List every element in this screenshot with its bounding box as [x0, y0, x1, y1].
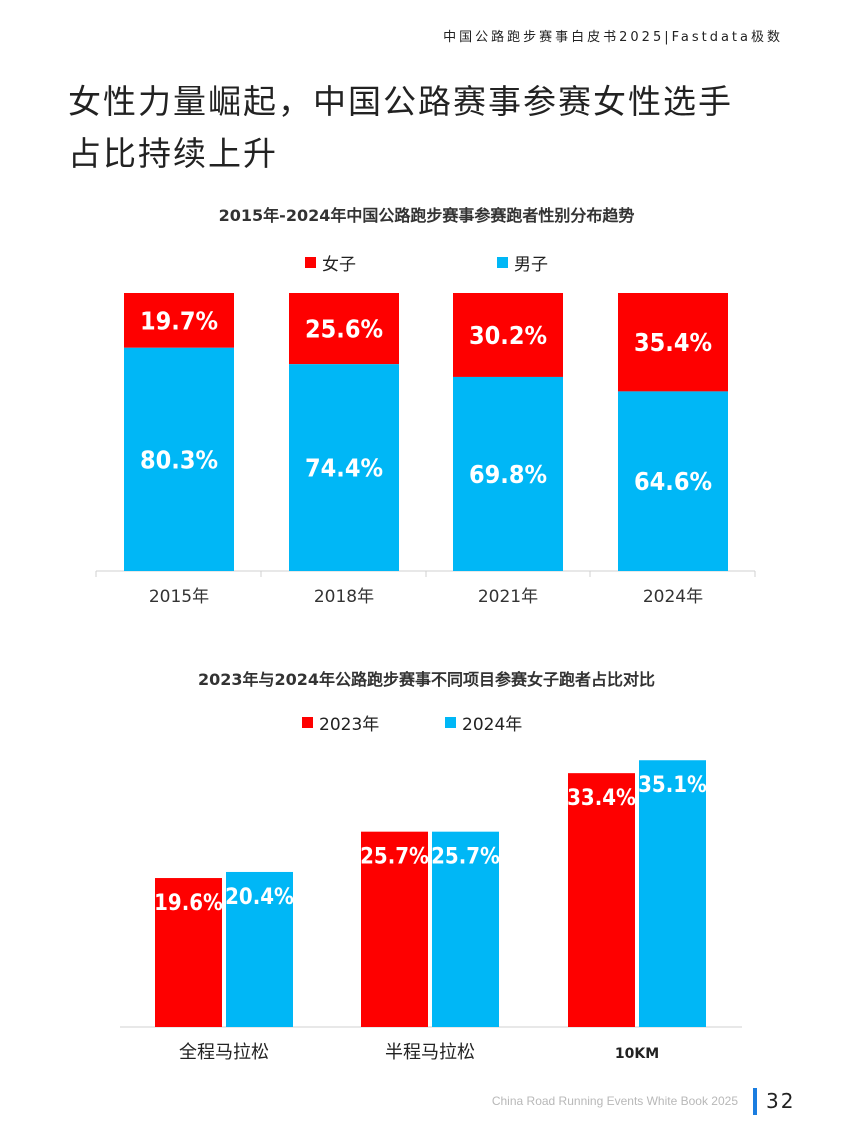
bar-female-3 [618, 293, 728, 392]
bar-female-0 [124, 293, 234, 348]
footer-text: China Road Running Events White Book 202… [491, 1094, 738, 1108]
legend-label: 2023年 [319, 715, 380, 735]
bar-male-1 [289, 364, 399, 571]
data-label-0-0: 19.6% [154, 891, 223, 916]
data-label-female-0: 19.7% [140, 306, 218, 335]
x-tick-label-0: 2015年 [149, 587, 209, 607]
page-title: 女性力量崛起，中国公路赛事参赛女性选手 占比持续上升 [68, 76, 808, 180]
bar-2024年-2 [639, 760, 706, 1027]
bar-2024年-0 [226, 871, 293, 1027]
stacked-gender-chart: 19.7% 80.3% 2015年 25.6% 74.4% 2018年 30.2% 69.8%… [95, 293, 756, 607]
data-label-male-0: 80.3% [140, 445, 218, 474]
page-number: 32 [766, 1089, 796, 1113]
event-female-ratio-chart: 19.6% 20.4% 全程马拉松 25.7% 25.7% 半程马拉松 33.4%35.1%… [120, 760, 742, 1063]
bar-male-3 [618, 391, 728, 571]
x-tick-label-1: 2018年 [314, 587, 374, 607]
legend-label: 2024年 [462, 715, 523, 735]
chart1-legend-male: 男子 [497, 250, 548, 275]
bar-male-0 [124, 347, 234, 571]
bar-2023年-1 [361, 831, 428, 1027]
bar-2023年-0 [155, 878, 222, 1027]
chart2-title: 2023年与2024年公路跑步赛事不同项目参赛女子跑者占比对比 [197, 670, 656, 689]
bar-female-1 [289, 293, 399, 365]
legend-swatch-red [302, 717, 313, 728]
data-label-female-2: 30.2% [469, 321, 547, 350]
bar-male-2 [453, 376, 563, 571]
report-header: 中国公路跑步赛事白皮书2025|Fastdata极数 [443, 30, 783, 45]
data-label-1-0: 20.4% [225, 885, 294, 910]
legend-label: 男子 [514, 255, 548, 275]
page-title-line-2: 占比持续上升 [68, 134, 278, 173]
chart1-legend-female: 女子 [305, 250, 356, 275]
data-label-0-2: 33.4% [567, 786, 636, 811]
x-tick-label-1: 半程马拉松 [385, 1042, 475, 1063]
data-label-female-1: 25.6% [305, 315, 383, 344]
x-tick-label-2: 2021年 [478, 587, 538, 607]
x-tick-label-3: 2024年 [643, 587, 703, 607]
bar-2024年-1 [432, 831, 499, 1027]
data-label-1-1: 25.7% [431, 845, 500, 870]
footer-accent-bar [753, 1088, 757, 1115]
legend-swatch-red [305, 257, 316, 268]
data-label-female-3: 35.4% [634, 328, 712, 357]
page-title-line-1: 女性力量崛起，中国公路赛事参赛女性选手 [68, 82, 733, 121]
bar-female-2 [453, 293, 563, 377]
data-label-1-2: 35.1% [638, 773, 707, 798]
legend-swatch-blue [497, 257, 508, 268]
data-label-0-1: 25.7% [360, 845, 429, 870]
data-label-male-3: 64.6% [634, 467, 712, 496]
data-label-male-2: 69.8% [469, 460, 547, 489]
chart2-legend-2023: 2023年 [302, 710, 379, 735]
x-tick-label-0: 全程马拉松 [179, 1042, 269, 1063]
legend-label: 女子 [322, 255, 356, 275]
data-label-male-1: 74.4% [305, 454, 383, 483]
bar-2023年-2 [568, 773, 635, 1027]
legend-swatch-blue [445, 717, 456, 728]
chart1-title: 2015年-2024年中国公路跑步赛事参赛跑者性别分布趋势 [218, 206, 635, 225]
chart2-legend-2024: 2024年 [445, 710, 522, 735]
x-tick-label-2: 10KM [615, 1046, 659, 1062]
